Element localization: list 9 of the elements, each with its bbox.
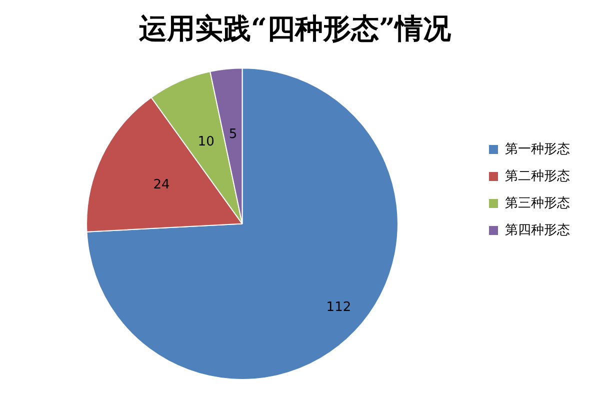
legend-label: 第三种形态 — [505, 196, 570, 211]
data-label: 10 — [198, 134, 214, 150]
chart-title: 运用实践“四种形态”情况 — [138, 12, 452, 46]
data-label: 5 — [228, 127, 238, 142]
data-label: 24 — [153, 177, 170, 192]
legend-label: 第二种形态 — [505, 168, 570, 184]
legend-label: 第四种形态 — [505, 222, 570, 238]
legend-label: 第一种形态 — [505, 142, 570, 157]
data-label: 112 — [326, 300, 352, 315]
